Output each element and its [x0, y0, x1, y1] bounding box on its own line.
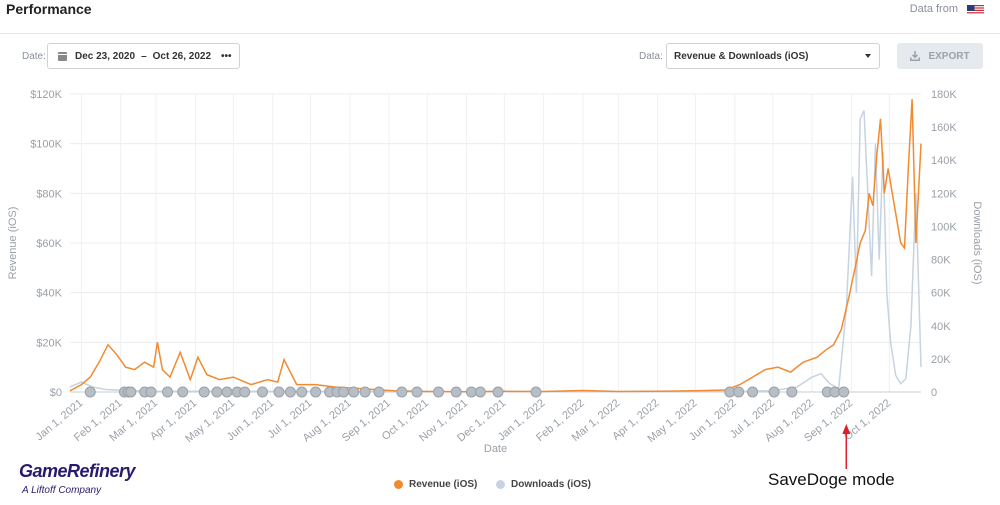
event-marker — [786, 386, 798, 398]
event-marker — [411, 386, 423, 398]
brand-logo: GameRefinery — [19, 461, 136, 481]
data-type-selected: Revenue & Downloads (iOS) — [674, 50, 809, 62]
event-marker — [177, 386, 189, 398]
data-from-label: Data from — [909, 3, 958, 15]
event-marker — [221, 386, 233, 398]
performance-chart: $0 $20K $40K $60K $80K $100K $120K 0 20K 40K 60K 80… — [7, 89, 983, 469]
page-title: Performance — [6, 1, 92, 17]
calendar-icon — [58, 51, 67, 61]
data-label: Data: — [639, 51, 663, 62]
event-marker — [433, 386, 445, 398]
annotation-text: SaveDoge mode — [768, 470, 895, 489]
event-marker — [145, 386, 157, 398]
event-marker — [530, 386, 542, 398]
date-range-picker[interactable]: Dec 23, 2020 – Oct 26, 2022 ••• — [47, 43, 240, 69]
y2-tick-label: 160K — [931, 122, 957, 134]
date-end: Oct 26, 2022 — [152, 50, 211, 62]
event-marker — [310, 386, 322, 398]
y-tick-label: $100K — [30, 139, 62, 151]
legend-label-revenue: Revenue (iOS) — [409, 479, 478, 490]
y-tick-label: $20K — [36, 337, 62, 349]
event-marker — [348, 386, 360, 398]
event-marker — [273, 386, 285, 398]
y-tick-label: $60K — [36, 238, 62, 250]
y2-tick-label: 100K — [931, 221, 957, 233]
y-tick-label: $80K — [36, 188, 62, 200]
legend-label-downloads: Downloads (iOS) — [511, 479, 591, 490]
y2-tick-label: 60K — [931, 288, 951, 300]
chevron-down-icon — [865, 54, 871, 58]
event-marker — [198, 386, 210, 398]
legend-dot-revenue — [394, 480, 403, 489]
legend-item-downloads[interactable]: Downloads (iOS) — [496, 479, 591, 490]
brand-tagline: A Liftoff Company — [22, 485, 102, 496]
export-button[interactable]: EXPORT — [897, 43, 983, 69]
event-marker — [474, 386, 486, 398]
revenue-line — [69, 98, 922, 393]
y2-tick-label: 40K — [931, 321, 951, 333]
annotation-arrow-head — [842, 424, 851, 434]
y2-tick-label: 20K — [931, 354, 951, 366]
event-marker — [211, 386, 223, 398]
us-flag-icon[interactable] — [967, 3, 984, 14]
event-marker — [747, 386, 759, 398]
event-marker — [450, 386, 462, 398]
event-marker — [284, 386, 296, 398]
event-marker — [396, 386, 408, 398]
legend-dot-downloads — [496, 480, 505, 489]
y-tick-label: $120K — [30, 89, 62, 101]
date-label: Date: — [22, 51, 46, 62]
y2-axis-title: Downloads (iOS) — [971, 201, 983, 284]
event-marker — [162, 386, 174, 398]
y-tick-label: $40K — [36, 288, 62, 300]
export-label: EXPORT — [928, 50, 970, 62]
event-marker — [838, 386, 850, 398]
event-marker — [373, 386, 385, 398]
y-tick-label: $0 — [50, 387, 62, 399]
event-marker — [125, 386, 137, 398]
header-divider — [0, 33, 1000, 34]
event-marker — [256, 386, 268, 398]
event-marker — [492, 386, 504, 398]
more-options-icon[interactable]: ••• — [221, 50, 232, 62]
date-start: Dec 23, 2020 — [75, 50, 136, 62]
event-marker — [296, 386, 308, 398]
y2-tick-label: 140K — [931, 155, 957, 167]
download-icon — [910, 51, 921, 61]
event-marker — [359, 386, 371, 398]
data-type-select[interactable]: Revenue & Downloads (iOS) — [666, 43, 880, 69]
y2-tick-label: 0 — [931, 387, 937, 399]
event-marker — [338, 386, 350, 398]
y2-tick-label: 180K — [931, 89, 957, 101]
x-axis-title: Date — [484, 443, 507, 455]
legend-item-revenue[interactable]: Revenue (iOS) — [394, 479, 477, 490]
event-marker — [239, 386, 251, 398]
y2-tick-label: 120K — [931, 188, 957, 200]
y2-tick-label: 80K — [931, 255, 951, 267]
downloads-line — [69, 110, 922, 393]
event-marker — [733, 386, 745, 398]
date-separator: – — [141, 50, 147, 62]
event-marker — [84, 386, 96, 398]
y-axis-title: Revenue (iOS) — [7, 207, 19, 280]
event-marker — [768, 386, 780, 398]
